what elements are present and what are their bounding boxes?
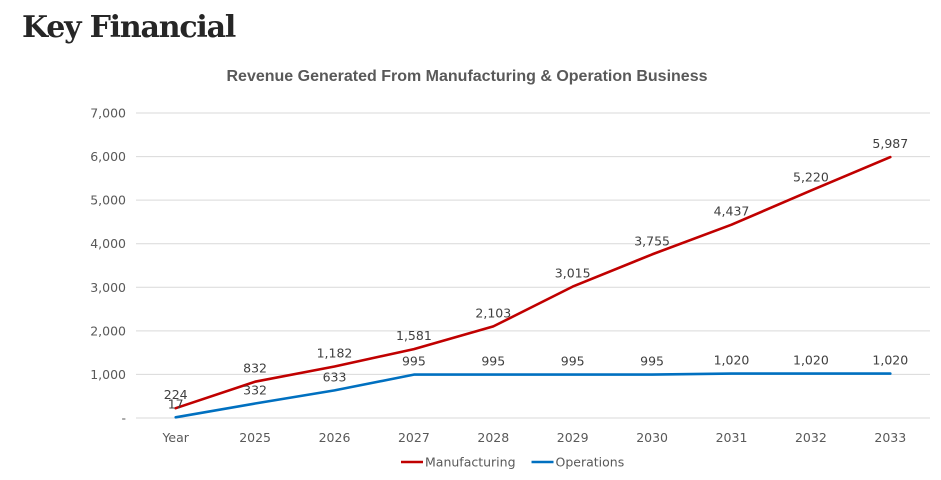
x-tick-label: 2032: [795, 430, 827, 445]
x-tick-label: Year: [161, 430, 189, 445]
chart-title: Revenue Generated From Manufacturing & O…: [227, 68, 708, 85]
data-label-manufacturing: 4,437: [714, 204, 750, 219]
legend: Manufacturing Operations: [401, 455, 624, 470]
data-label-manufacturing: 1,581: [396, 328, 432, 343]
x-tick-label: 2026: [319, 430, 351, 445]
x-tick-label: 2028: [477, 430, 509, 445]
y-tick-label: 6,000: [90, 149, 126, 164]
data-label-operations: 1,020: [714, 353, 750, 368]
data-label-operations: 1,020: [872, 353, 908, 368]
x-axis-ticks: Year 2025 2026 2027 2028 2029 2030 2031 2032 2033: [161, 430, 906, 445]
data-label-manufacturing: 1,182: [317, 345, 353, 360]
legend-label-manufacturing: Manufacturing: [425, 455, 516, 470]
y-axis-ticks: - 1,000 2,000 3,000 4,000 5,000 6,000 7,000: [90, 106, 126, 426]
data-label-operations: 995: [561, 354, 585, 369]
x-tick-label: 2025: [239, 430, 271, 445]
data-labels: 224 832 1,182 1,581 2,103 3,015 3,755 4,437 5,22…: [164, 136, 908, 411]
x-tick-label: 2030: [636, 430, 668, 445]
data-label-operations: 995: [481, 354, 505, 369]
data-label-operations: 633: [323, 369, 347, 384]
data-label-manufacturing: 2,103: [475, 305, 511, 320]
x-tick-label: 2031: [716, 430, 748, 445]
data-label-operations: 1,020: [793, 353, 829, 368]
data-label-manufacturing: 832: [243, 361, 267, 376]
data-label-operations: 995: [640, 354, 664, 369]
data-label-manufacturing: 3,755: [634, 233, 670, 248]
y-tick-label: 1,000: [90, 367, 126, 382]
y-tick-label: 5,000: [90, 193, 126, 208]
y-tick-label: 4,000: [90, 236, 126, 251]
legend-label-operations: Operations: [556, 455, 625, 470]
y-tick-label: -: [121, 411, 126, 426]
data-label-manufacturing: 5,220: [793, 170, 829, 185]
series-lines: [174, 155, 892, 419]
data-label-operations: 332: [243, 383, 267, 398]
y-tick-label: 2,000: [90, 323, 126, 338]
data-label-manufacturing: 224: [164, 387, 188, 402]
y-tick-label: 3,000: [90, 280, 126, 295]
data-label-manufacturing: 5,987: [872, 136, 908, 151]
y-tick-label: 7,000: [90, 106, 126, 121]
data-label-manufacturing: 3,015: [555, 266, 591, 281]
x-tick-label: 2027: [398, 430, 430, 445]
series-line-operations: [174, 372, 892, 419]
series-line-manufacturing: [174, 155, 892, 410]
x-tick-label: 2033: [874, 430, 906, 445]
page-heading: Key Financial: [22, 10, 236, 45]
x-tick-label: 2029: [557, 430, 589, 445]
data-label-operations: 17: [168, 396, 184, 411]
data-label-operations: 995: [402, 354, 426, 369]
